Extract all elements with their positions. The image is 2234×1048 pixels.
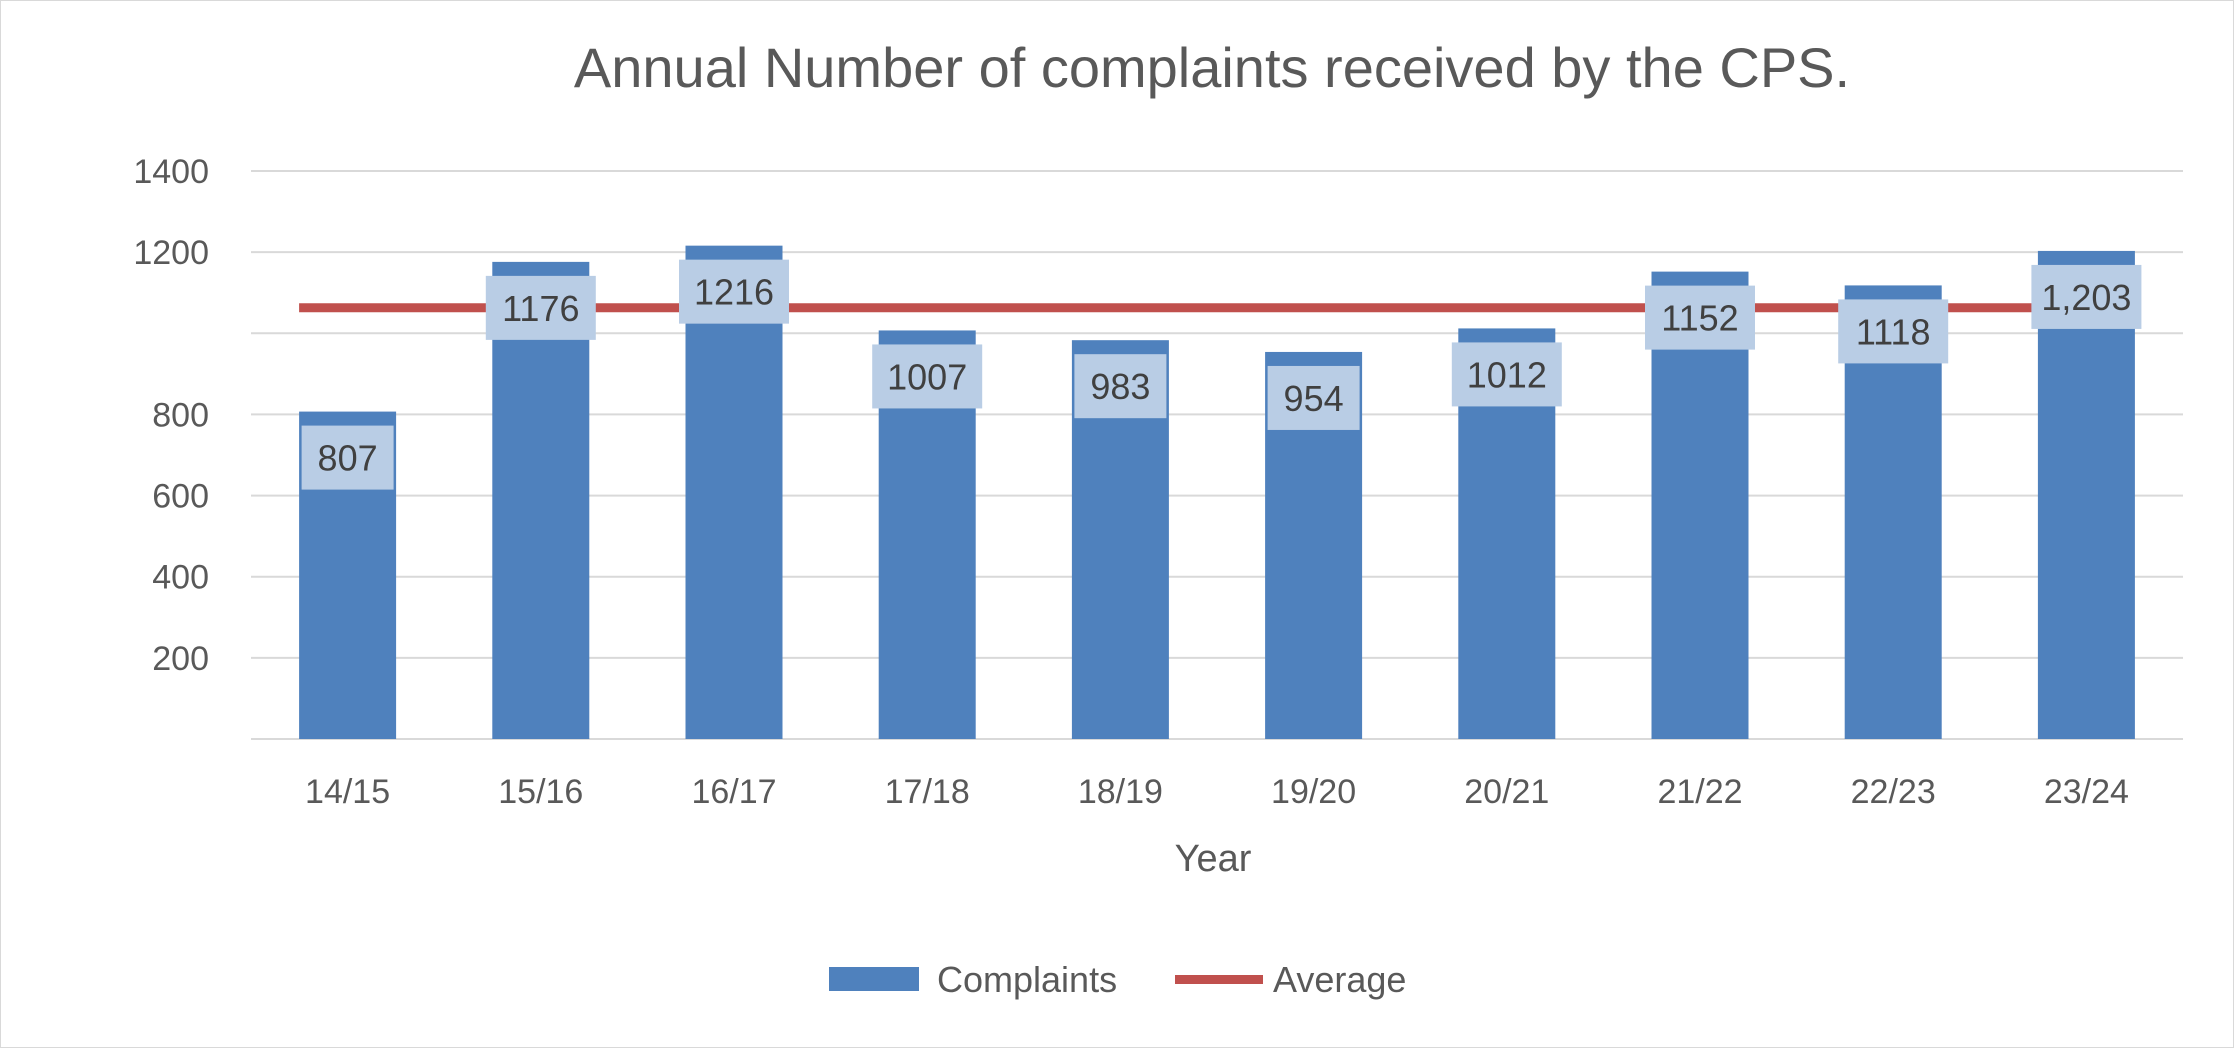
legend-swatch-average	[1175, 975, 1263, 984]
y-tick-label: 1200	[133, 234, 209, 272]
bar-series	[299, 245, 2135, 739]
data-label: 1216	[694, 272, 774, 313]
data-label: 1007	[887, 356, 967, 397]
data-label-box	[1267, 365, 1360, 430]
legend-label-complaints: Complaints	[937, 959, 1117, 1000]
data-label: 1012	[1467, 354, 1547, 395]
x-tick-label: 21/22	[1657, 773, 1742, 811]
data-label-box	[301, 425, 394, 490]
x-tick-label: 17/18	[885, 773, 970, 811]
data-label-box	[485, 275, 596, 340]
x-tick-label: 20/21	[1464, 773, 1549, 811]
bar-23-24	[2037, 250, 2135, 739]
data-label: 954	[1284, 378, 1344, 419]
y-tick-label: 400	[152, 559, 209, 597]
x-tick-label: 15/16	[498, 773, 583, 811]
legend-label-average: Average	[1273, 959, 1406, 1000]
data-label-box	[1645, 285, 1755, 350]
data-label-box	[1451, 342, 1562, 407]
legend-swatch-complaints	[829, 967, 919, 991]
legend: Complaints Average	[829, 959, 1406, 1000]
y-tick-label: 200	[152, 640, 209, 678]
y-axis-ticks: 200 400 600 800 1200 1400	[133, 153, 209, 678]
x-tick-label: 23/24	[2044, 773, 2129, 811]
x-tick-label: 16/17	[691, 773, 776, 811]
data-label: 983	[1090, 366, 1150, 407]
y-tick-label: 600	[152, 478, 209, 516]
x-tick-label: 18/19	[1078, 773, 1163, 811]
data-label-box	[679, 259, 789, 324]
x-tick-label: 14/15	[305, 773, 390, 811]
x-axis-ticks: 14/15 15/16 16/17 17/18 18/19 19/20 20/21 21/22…	[305, 773, 2129, 811]
data-label-box	[872, 344, 983, 409]
data-label: 1152	[1661, 298, 1738, 339]
data-label-box	[1838, 299, 1949, 364]
bar-15-16	[492, 261, 590, 739]
data-label: 1118	[1856, 311, 1931, 352]
bar-16-17	[685, 245, 783, 739]
x-tick-label: 22/23	[1851, 773, 1936, 811]
data-labels: 807 1176 1216 1007 983 954 1012 1152 1118 1,203	[301, 259, 2142, 490]
data-label-box	[2031, 264, 2142, 329]
data-label: 807	[318, 438, 378, 479]
data-label-box	[1074, 354, 1167, 419]
chart-title: Annual Number of complaints received by …	[574, 36, 1850, 99]
y-tick-label: 1400	[133, 153, 209, 191]
x-axis-title: Year	[1175, 838, 1252, 880]
x-tick-label: 19/20	[1271, 773, 1356, 811]
data-label: 1,203	[2041, 277, 2131, 318]
y-tick-label: 800	[152, 396, 209, 434]
data-label: 1176	[502, 288, 579, 329]
